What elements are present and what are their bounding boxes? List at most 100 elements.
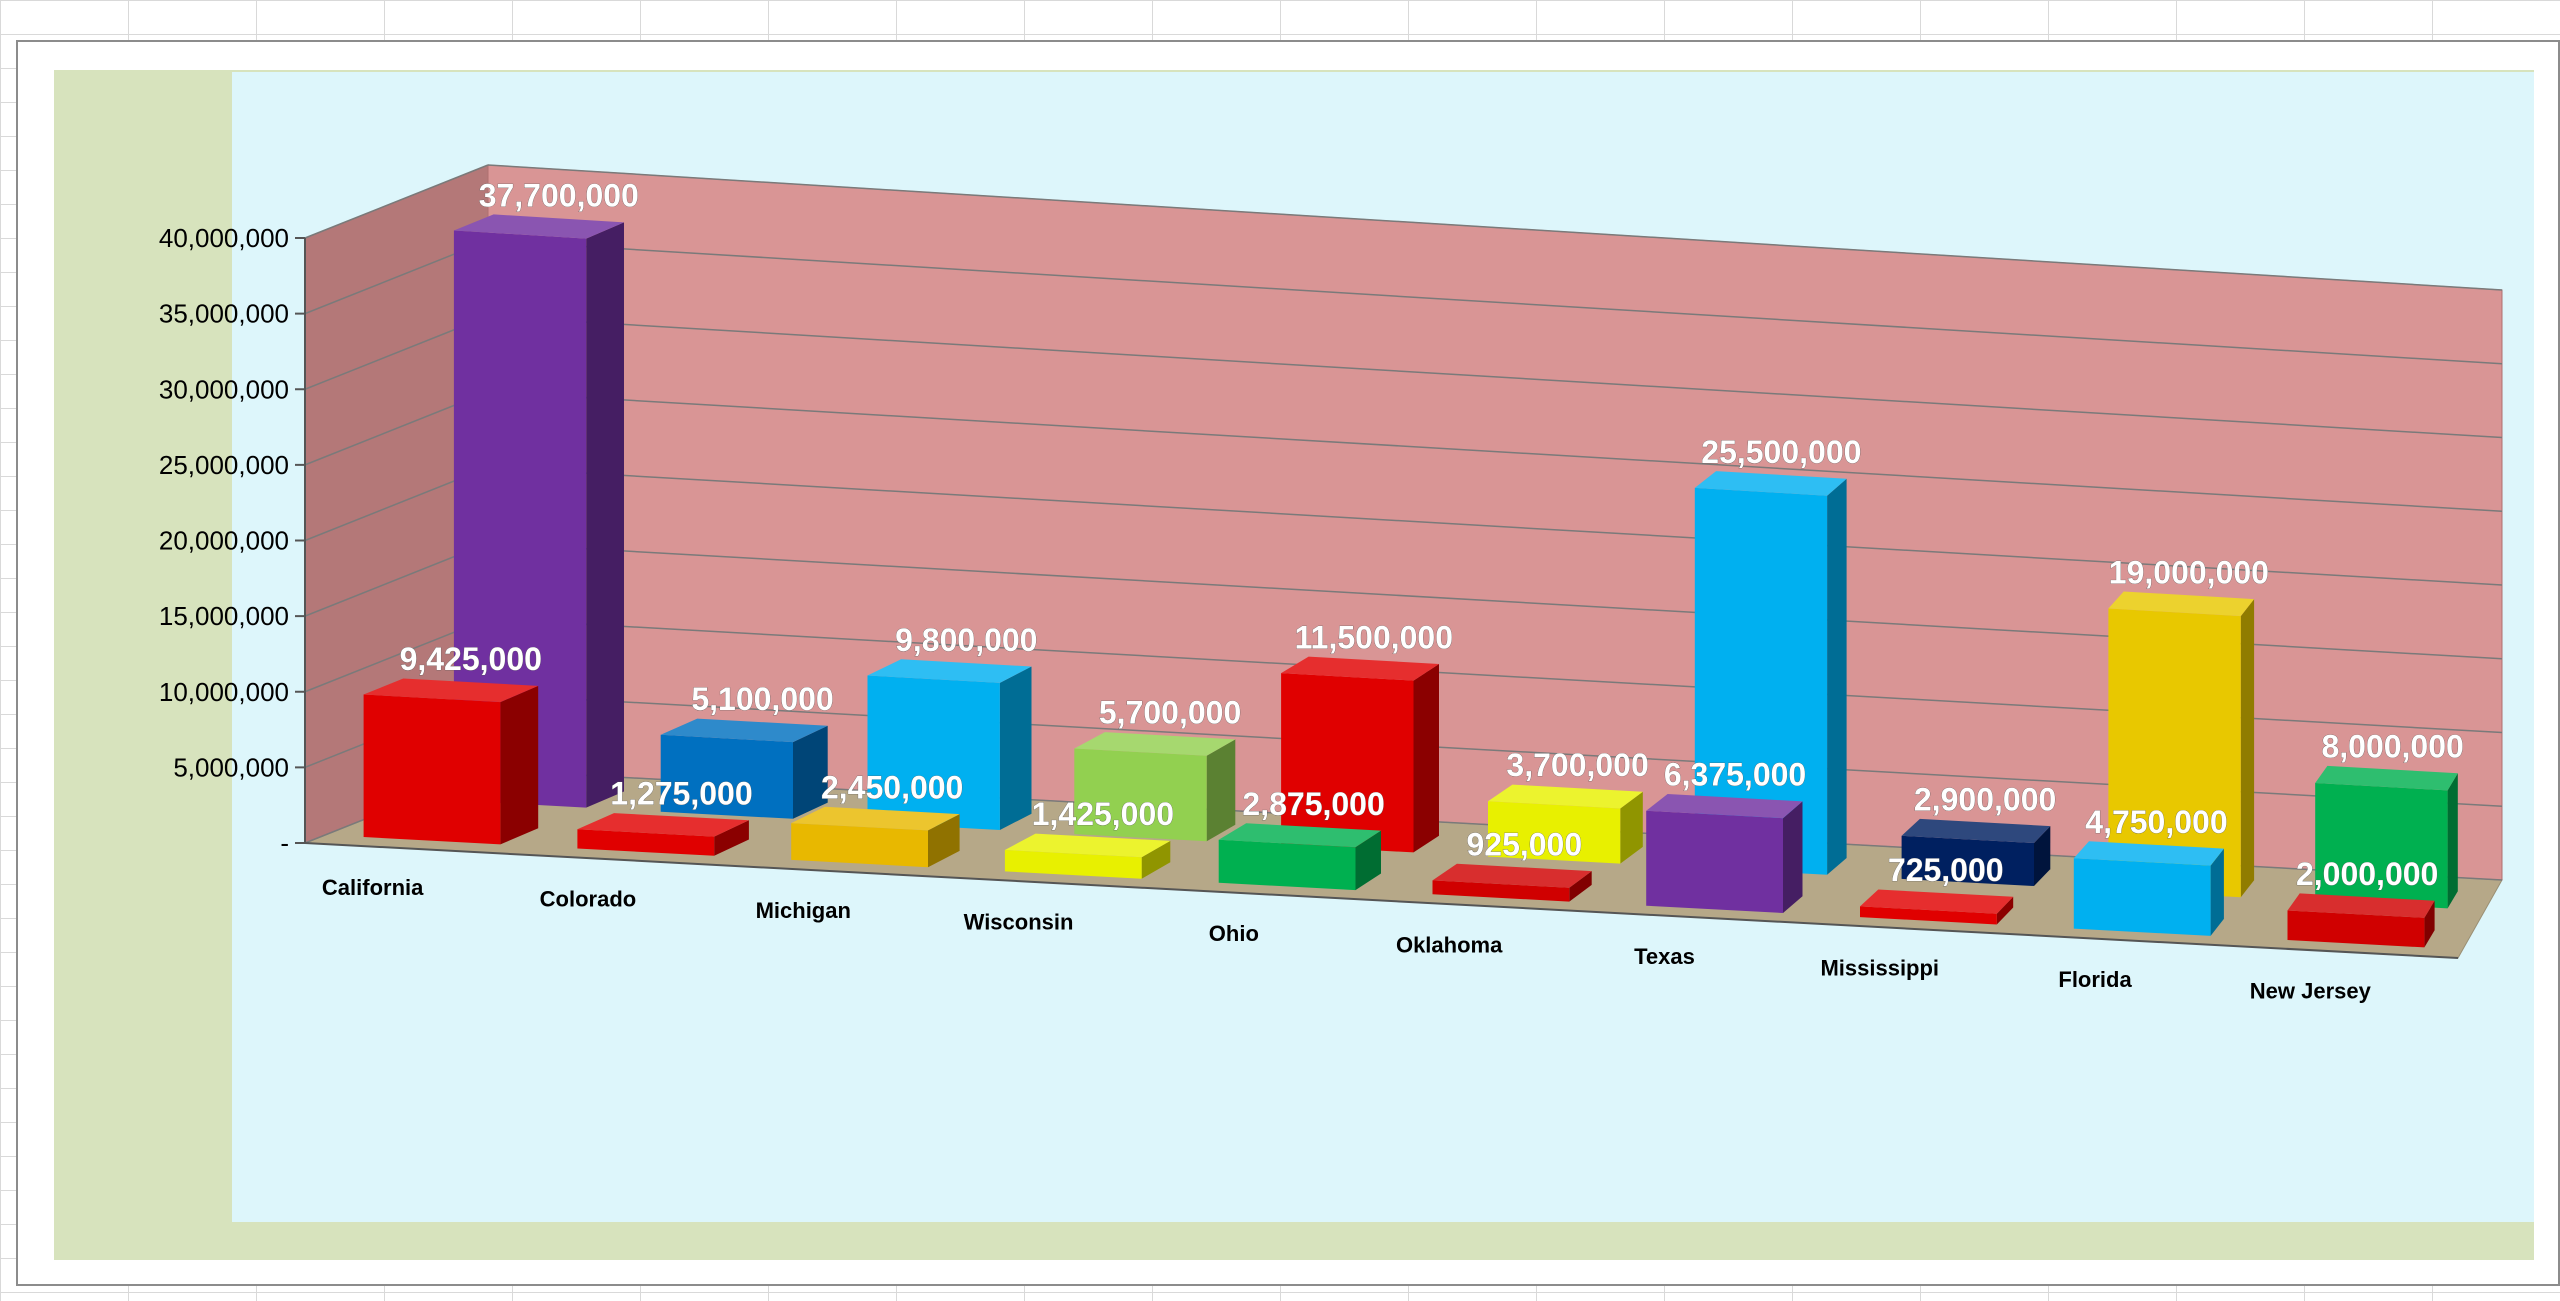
bar [1218, 839, 1356, 891]
bar-side [1413, 664, 1439, 853]
back-gridline [487, 466, 2503, 586]
bar-side [793, 725, 828, 819]
data-label: 9,425,000 [400, 641, 542, 677]
bar [2108, 608, 2241, 898]
bar [660, 734, 793, 819]
bar-side [2240, 599, 2255, 898]
bar-side [1620, 791, 1643, 864]
bar-side [2034, 826, 2051, 886]
bar-side [714, 820, 749, 856]
category-label: Mississippi [1820, 955, 1939, 980]
bar-side [1783, 801, 1803, 913]
bar-top [2108, 591, 2255, 617]
bar [791, 823, 928, 868]
x-axis-line [304, 842, 2459, 959]
bars [363, 214, 2458, 948]
data-label: 2,900,000 [1914, 782, 2056, 818]
data-label: 925,000 [1466, 826, 1582, 862]
data-label: 5,700,000 [1099, 695, 1241, 731]
data-label: 37,700,000 [479, 177, 639, 213]
bar-side [1206, 739, 1236, 842]
bar-side [1996, 896, 2014, 925]
back-gridline [487, 239, 2503, 365]
category-label: Ohio [1209, 921, 1259, 946]
bar [1281, 673, 1414, 853]
data-label: 25,500,000 [1701, 434, 1861, 470]
bar-side [1355, 830, 1381, 891]
category-label: Wisconsin [964, 909, 1074, 934]
back-gridline [487, 391, 2503, 512]
bar-top [1281, 656, 1439, 681]
y-tick-label: 30,000,000 [159, 374, 289, 404]
category-label: Florida [2058, 967, 2132, 992]
bar [1432, 880, 1570, 902]
bar [1901, 835, 2034, 886]
bar-side [928, 814, 960, 868]
data-label: 9,800,000 [895, 622, 1037, 658]
category-label: Texas [1634, 944, 1695, 969]
bar-side [999, 666, 1032, 830]
back-gridline [487, 164, 2503, 291]
category-label: California [322, 875, 424, 900]
bar [1860, 906, 1997, 925]
data-label: 725,000 [1888, 852, 2004, 888]
data-label: 4,750,000 [2085, 804, 2227, 840]
bar-top [2315, 765, 2458, 791]
data-label: 8,000,000 [2321, 729, 2463, 765]
bar-top [1218, 823, 1381, 848]
bar-side [2447, 773, 2458, 909]
bar-top [1901, 818, 2051, 843]
y-tick-label: 25,000,000 [159, 450, 289, 480]
data-label: 6,375,000 [1664, 757, 1806, 793]
bar [1694, 487, 1828, 875]
bar-top [1860, 889, 2014, 914]
data-label: 1,275,000 [610, 776, 752, 812]
bar-side [2210, 848, 2224, 936]
data-label: 2,000,000 [2296, 856, 2438, 892]
bar [1004, 850, 1142, 879]
y-axis: - 5,000,000 10,000,000 15,000,000 20,000,000… [159, 223, 306, 858]
data-label: 2,450,000 [821, 769, 963, 805]
bar [2073, 858, 2211, 936]
y-tick-label: 20,000,000 [159, 526, 289, 556]
category-label: New Jersey [2250, 978, 2372, 1003]
bar-top [1432, 863, 1592, 888]
bar-top [2073, 841, 2224, 866]
bar-top [1004, 833, 1171, 858]
bar-top [791, 806, 960, 831]
data-label: 11,500,000 [1295, 619, 1453, 655]
y-tick-label: - [280, 828, 289, 858]
bar [363, 694, 501, 845]
bar-top [1646, 794, 1803, 819]
category-label: Colorado [540, 886, 637, 911]
y-tick-label: 40,000,000 [159, 223, 289, 253]
y-tick-label: 35,000,000 [159, 299, 289, 329]
bar-top [1488, 784, 1643, 809]
bar [453, 230, 587, 808]
bar-top [577, 813, 749, 837]
bar-top [453, 214, 624, 239]
bar [867, 675, 1000, 830]
bar [1074, 748, 1207, 842]
bar-top [867, 659, 1032, 683]
bar-top [660, 718, 828, 743]
bar-side [2424, 900, 2435, 948]
data-labels: 37,700,000 5,100,000 9,800,000 5,700,000 11,… [399, 177, 2464, 892]
data-label: 3,700,000 [1506, 747, 1648, 783]
bar [2287, 910, 2425, 948]
bar [2315, 783, 2448, 909]
category-label: Michigan [756, 898, 851, 923]
bar [1646, 810, 1783, 913]
bar-top [363, 678, 539, 703]
category-label: Oklahoma [1396, 932, 1503, 957]
bar-top [2287, 893, 2435, 918]
y-tick-label: 15,000,000 [159, 601, 289, 631]
data-label: 5,100,000 [691, 681, 833, 717]
data-label: 2,875,000 [1242, 786, 1384, 822]
bar-side [586, 222, 624, 808]
bar-top [1694, 471, 1847, 496]
side-gridline [304, 164, 489, 239]
bar-side [1569, 871, 1592, 902]
bar-side [500, 685, 539, 845]
